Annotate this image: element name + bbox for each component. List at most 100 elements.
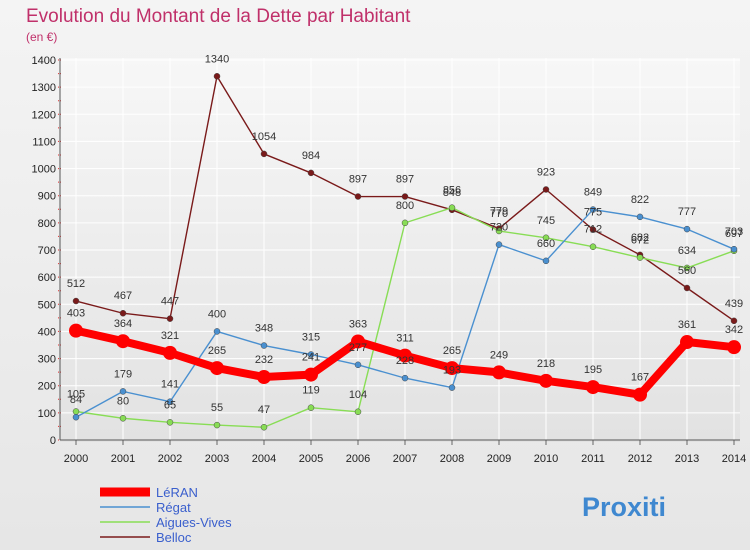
data-point-s0-7 [398, 348, 412, 363]
data-label-s3-14: 439 [725, 298, 743, 310]
data-point-s2-5 [307, 404, 315, 411]
data-point-s0-1 [116, 334, 130, 349]
data-label-s2-12: 672 [631, 235, 649, 247]
data-point-s3-4 [260, 150, 268, 158]
data-label-s1-11: 849 [584, 187, 602, 199]
y-tick-label-600: 600 [38, 272, 56, 284]
data-label-s2-9: 770 [490, 208, 508, 220]
data-label-s0-8: 265 [443, 345, 461, 357]
data-point-s2-0 [72, 408, 80, 415]
data-label-s1-12: 822 [631, 194, 649, 206]
data-label-s3-7: 897 [396, 174, 414, 186]
data-label-s0-12: 167 [631, 372, 649, 384]
legend-label-2: Aigues-Vives [156, 515, 232, 530]
data-label-s3-9: 779 [490, 206, 508, 218]
data-point-s1-1 [119, 388, 127, 395]
data-point-s2-6 [354, 408, 362, 416]
x-tick-label-2007: 2007 [393, 453, 417, 465]
data-label-s2-3: 55 [211, 402, 223, 414]
data-point-s0-3 [210, 361, 224, 376]
y-tick-label-1100: 1100 [32, 136, 56, 148]
data-point-s2-8 [448, 204, 456, 211]
x-tick-label-2000: 2000 [64, 453, 88, 465]
data-label-s3-11: 775 [584, 207, 602, 219]
label-layer: 403 364 321 265 232 241 363 311 265 249 218 195 167 3… [67, 53, 743, 416]
data-label-s0-3: 265 [208, 345, 226, 357]
data-label-s1-8: 193 [443, 365, 461, 377]
data-label-s2-7: 800 [396, 200, 414, 212]
data-point-s1-2 [166, 398, 174, 405]
y-tick-label-400: 400 [38, 326, 56, 338]
data-point-s0-12 [633, 387, 647, 402]
data-label-s2-0: 105 [67, 389, 85, 401]
data-point-s1-13 [683, 225, 691, 233]
data-point-s0-5 [304, 367, 318, 382]
data-label-s2-13: 634 [678, 245, 696, 257]
data-label-s3-0: 512 [67, 278, 85, 290]
y-tick-label-1400: 1400 [32, 55, 56, 67]
data-label-s2-10: 745 [537, 215, 555, 227]
data-point-s2-11 [589, 243, 597, 250]
data-point-s3-2 [166, 315, 174, 322]
y-tick-label-500: 500 [38, 299, 56, 311]
data-label-s0-13: 361 [678, 319, 696, 331]
proxiti-logo: Proxiti [582, 492, 666, 522]
data-point-s3-14 [730, 317, 738, 325]
data-point-s0-8 [445, 361, 459, 376]
data-point-s1-12 [636, 213, 644, 221]
data-point-s0-10 [539, 373, 553, 388]
data-label-s0-14: 342 [725, 324, 743, 336]
data-point-s3-1 [119, 309, 127, 317]
data-point-s3-5 [307, 169, 315, 177]
data-point-s2-4 [260, 423, 268, 431]
y-tick-label-0: 0 [50, 435, 56, 447]
data-point-s0-9 [492, 365, 506, 380]
y-tick-label-100: 100 [38, 408, 56, 420]
legend-label-0: LéRAN [156, 485, 198, 500]
data-label-s0-9: 249 [490, 349, 508, 361]
chart-subtitle: (en €) [26, 30, 57, 44]
data-point-s0-14 [727, 340, 741, 355]
data-point-s3-10 [542, 186, 550, 193]
data-label-s1-2: 141 [161, 379, 179, 391]
data-label-s3-6: 897 [349, 174, 367, 186]
data-label-s3-10: 923 [537, 166, 555, 178]
data-point-s2-9 [495, 227, 503, 235]
data-label-s2-8: 856 [443, 185, 461, 197]
data-point-s1-6 [354, 361, 362, 369]
data-point-s1-8 [448, 384, 456, 391]
data-point-s3-0 [72, 297, 80, 305]
x-tick-label-2005: 2005 [299, 453, 323, 465]
data-point-s0-2 [163, 345, 177, 360]
data-point-s2-3 [213, 421, 221, 429]
x-tick-label-2002: 2002 [158, 453, 182, 465]
data-point-s1-14 [730, 245, 738, 253]
data-label-s2-5: 119 [302, 385, 320, 397]
data-point-s2-12 [636, 254, 644, 261]
data-label-s2-4: 47 [258, 404, 270, 416]
axis-layer: 0 100 200 300 400 500 600 700 800 900 1000 1100 1200… [32, 55, 747, 465]
data-point-s1-11 [589, 206, 597, 213]
data-label-s3-3: 1340 [205, 53, 229, 65]
y-tick-label-1000: 1000 [32, 164, 56, 176]
data-label-s0-10: 218 [537, 358, 555, 370]
data-label-s3-8: 848 [443, 187, 461, 199]
data-point-s1-10 [542, 257, 550, 265]
legend-label-1: Régat [156, 500, 191, 515]
data-point-s3-3 [213, 73, 221, 80]
data-point-s0-13 [680, 335, 694, 350]
data-label-s1-13: 777 [678, 206, 696, 218]
data-point-s0-4 [257, 370, 271, 385]
y-tick-label-300: 300 [38, 354, 56, 366]
data-point-s1-0 [72, 413, 80, 421]
x-tick-label-2013: 2013 [675, 453, 699, 465]
data-point-s2-2 [166, 419, 174, 426]
chart-title: Evolution du Montant de la Dette par Hab… [26, 6, 411, 27]
x-tick-label-2008: 2008 [440, 453, 464, 465]
data-point-s2-7 [401, 219, 409, 227]
data-point-s2-10 [542, 234, 550, 242]
data-label-s3-5: 984 [302, 150, 320, 162]
